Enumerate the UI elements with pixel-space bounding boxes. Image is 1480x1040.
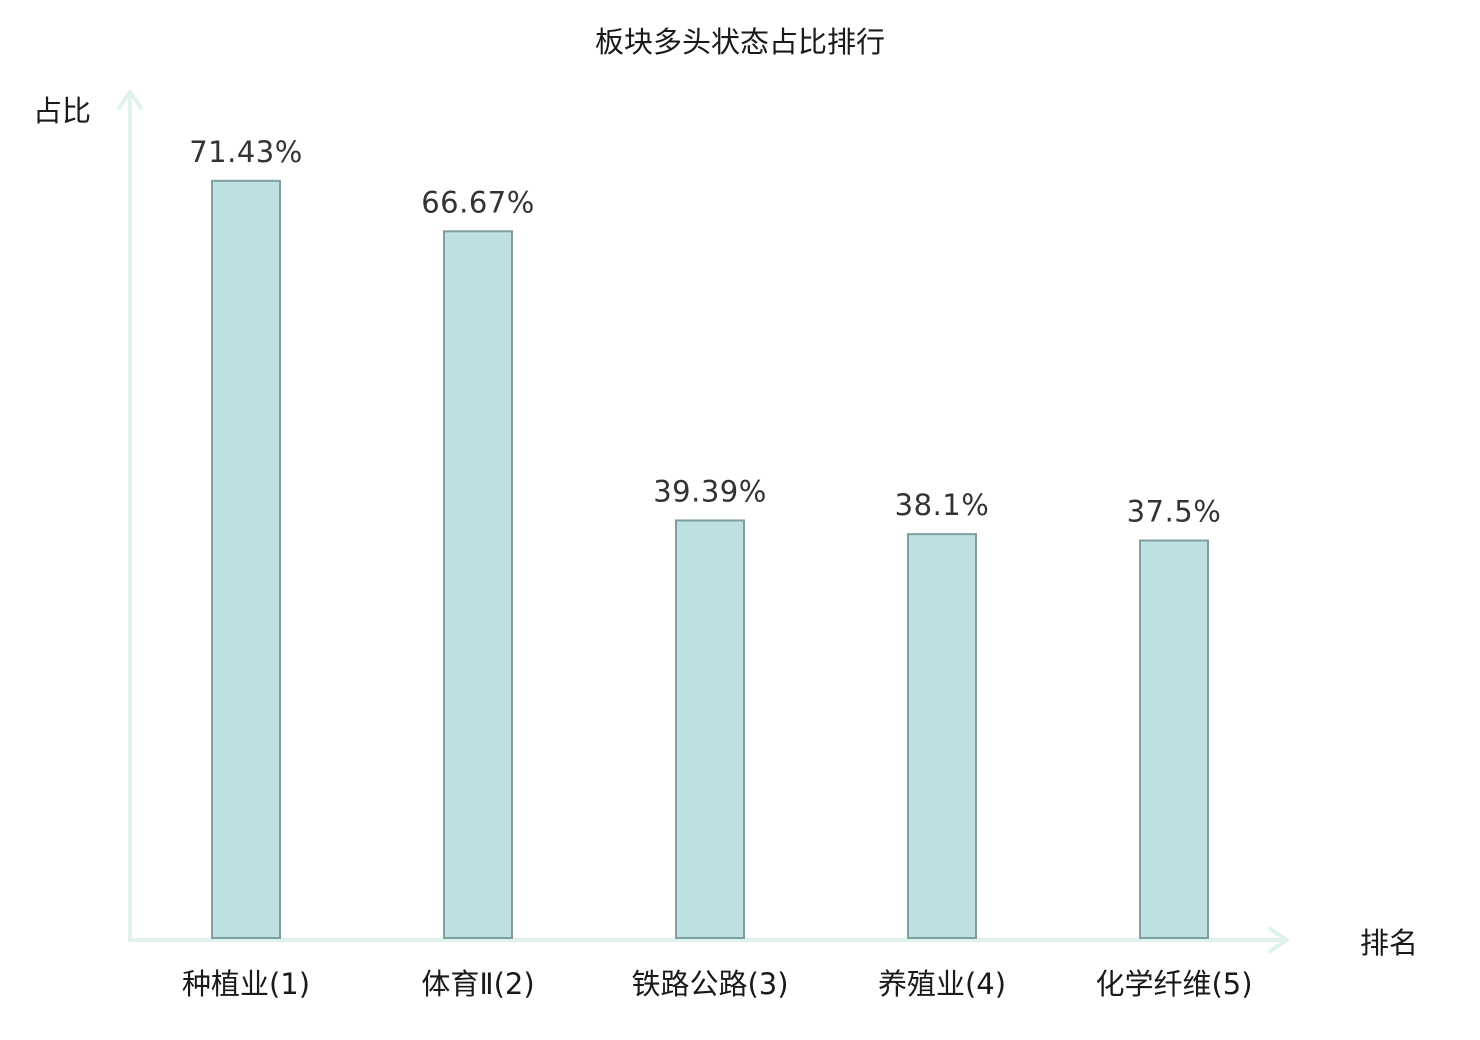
bar-series: 71.43% 种植业(1) 66.67% 体育Ⅱ(2) 39.39% 铁路公路(3) 38.…	[182, 135, 1253, 1001]
bar-1	[211, 179, 281, 940]
x-tick-label: 体育Ⅱ(2)	[421, 967, 534, 1001]
bar-2	[443, 230, 513, 940]
chart-title: 板块多头状态占比排行	[595, 25, 885, 59]
bar-value-label: 37.5%	[1127, 495, 1222, 529]
bar-5	[1139, 539, 1209, 939]
bar-value-label: 39.39%	[653, 474, 767, 508]
bar-value-label: 71.43%	[189, 135, 303, 169]
bar-4	[907, 533, 977, 939]
x-tick-label: 养殖业(4)	[878, 967, 1006, 1001]
bar-value-label: 38.1%	[895, 488, 990, 522]
x-axis-label: 排名	[1360, 926, 1418, 960]
y-axis-arrow	[117, 90, 143, 110]
x-axis-arrow	[1268, 927, 1289, 953]
bar-value-label: 66.67%	[421, 185, 535, 219]
y-axis-label: 占比	[33, 94, 91, 128]
x-tick-label: 化学纤维(5)	[1095, 967, 1252, 1001]
x-tick-label: 种植业(1)	[182, 967, 310, 1001]
bar-3	[675, 519, 745, 939]
x-tick-label: 铁路公路(3)	[631, 967, 788, 1001]
